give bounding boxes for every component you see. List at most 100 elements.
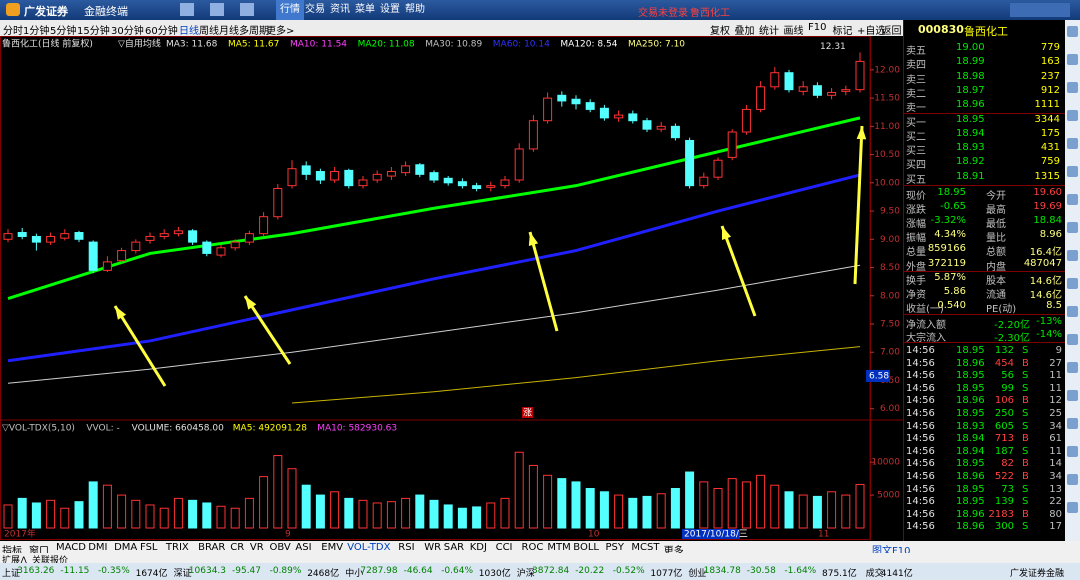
period-tab[interactable]: 60分钟 — [145, 26, 178, 37]
indicator-tab[interactable]: VOL-TDX — [347, 542, 391, 553]
window-controls[interactable] — [1010, 3, 1070, 17]
indicator-tab[interactable]: DMI — [88, 542, 108, 553]
side-icon[interactable] — [1067, 82, 1078, 93]
indicator-tab[interactable]: SAR — [443, 542, 465, 553]
login-status[interactable]: 交易未登录 — [638, 8, 688, 19]
tool-button[interactable]: 叠加 — [734, 26, 755, 37]
stat-value: 14.6亿 — [1029, 289, 1062, 301]
indicator-tab[interactable]: CCI — [495, 542, 513, 553]
extra-tab[interactable]: 扩展⋀ — [2, 556, 28, 566]
status-amount: 2468亿 — [307, 569, 340, 579]
indicator-tab[interactable]: 窗口 — [29, 546, 49, 557]
legend-item: MA3: 11.68 — [166, 40, 218, 50]
menu-item[interactable]: 行情 — [276, 0, 304, 20]
y-tick-label: 11.50 — [874, 94, 900, 104]
period-tab[interactable]: 1分钟 — [23, 26, 50, 37]
window-button[interactable] — [240, 3, 254, 16]
side-icon[interactable] — [1067, 194, 1078, 205]
menu-item[interactable]: 帮助 — [405, 4, 425, 15]
status-name: 深证 — [173, 569, 192, 579]
side-icon[interactable] — [1067, 26, 1078, 37]
indicator-tab[interactable]: BRAR — [198, 542, 226, 553]
indicator-tab[interactable]: RSI — [398, 542, 415, 553]
book-volume: 431 — [1040, 142, 1060, 154]
extra-tab[interactable]: 关联报价 — [32, 556, 69, 566]
trade-time: 14:56 — [906, 433, 935, 445]
tool-button[interactable]: 画线 — [783, 26, 804, 37]
period-tab[interactable]: 更多> — [266, 26, 295, 37]
indicator-tab[interactable]: DMA — [114, 542, 138, 553]
side-icon[interactable] — [1067, 54, 1078, 65]
period-tab[interactable]: 月线 — [219, 26, 239, 37]
f10-button[interactable]: 图文F10 — [872, 546, 911, 557]
period-tab[interactable]: 分时 — [3, 26, 23, 37]
tool-button[interactable]: 统计 — [759, 26, 779, 37]
stat-label: 最高 — [986, 205, 1006, 217]
side-icon[interactable] — [1067, 110, 1078, 121]
side-icon[interactable] — [1067, 362, 1078, 373]
tool-button[interactable]: 返回 — [881, 26, 902, 37]
status-change: -30.58 — [746, 566, 776, 576]
menu-item[interactable]: 菜单 — [355, 4, 375, 15]
side-icon[interactable] — [1067, 390, 1078, 401]
window-button[interactable] — [210, 3, 224, 16]
period-tab[interactable]: 周线 — [199, 26, 219, 37]
candle-body — [230, 241, 240, 249]
indicator-tab[interactable]: CR — [230, 542, 245, 553]
indicator-tab[interactable]: VR — [249, 542, 264, 553]
side-icon[interactable] — [1067, 222, 1078, 233]
side-icon[interactable] — [1067, 418, 1078, 429]
period-tab[interactable]: 多周期 — [239, 26, 269, 37]
indicator-tab[interactable]: TRIX — [165, 542, 189, 553]
period-tab[interactable]: 日线 — [179, 26, 199, 37]
indicator-tab[interactable]: OBV — [269, 542, 291, 553]
side-icon[interactable] — [1067, 166, 1078, 177]
indicator-tab[interactable]: MACD — [56, 542, 86, 553]
side-icon[interactable] — [1067, 474, 1078, 485]
stat-value: 14.6亿 — [1029, 275, 1062, 287]
status-name: 成交 — [865, 569, 884, 579]
indicator-tab[interactable]: EMV — [321, 542, 344, 553]
status-pct: -0.52% — [612, 566, 645, 576]
tool-button[interactable]: 标记 — [832, 26, 853, 37]
candle-body — [131, 241, 141, 252]
indicator-tab[interactable]: BOLL — [573, 542, 599, 553]
period-tab[interactable]: 30分钟 — [111, 26, 144, 37]
side-icon[interactable] — [1067, 278, 1078, 289]
volume-bar — [514, 451, 524, 529]
period-tab[interactable]: 5分钟 — [50, 26, 77, 37]
stat-label: 最低 — [986, 219, 1006, 231]
menu-item[interactable]: 设置 — [380, 4, 400, 15]
period-tab[interactable]: 15分钟 — [77, 26, 110, 37]
status-change: -46.64 — [403, 566, 433, 576]
menu-item[interactable]: 交易 — [305, 4, 325, 15]
indicator-tab[interactable]: MTM — [547, 542, 571, 553]
indicator-tab[interactable]: FSL — [140, 542, 158, 553]
stock-name: 鲁西化工 — [690, 8, 730, 19]
side-icon[interactable] — [1067, 138, 1078, 149]
arrow — [113, 305, 167, 387]
indicator-tab[interactable]: ROC — [521, 542, 544, 553]
tool-button[interactable]: +自选 — [857, 26, 886, 37]
tool-button[interactable]: F10 — [808, 22, 827, 33]
side-icon[interactable] — [1067, 250, 1078, 261]
window-button[interactable] — [180, 3, 194, 16]
indicator-tab[interactable]: MCST — [631, 542, 660, 553]
side-icon[interactable] — [1067, 446, 1078, 457]
book-label: 买三 — [906, 146, 926, 158]
indicator-tab[interactable]: KDJ — [469, 542, 487, 553]
indicator-tab[interactable]: PSY — [605, 542, 625, 553]
indicator-tab[interactable]: ASI — [295, 542, 312, 553]
volume-bar — [372, 502, 382, 529]
rise-marker: 涨 — [523, 408, 532, 419]
side-icon[interactable] — [1067, 306, 1078, 317]
side-icon[interactable] — [1067, 334, 1078, 345]
menu-item[interactable]: 资讯 — [330, 4, 350, 15]
side-icon[interactable] — [1067, 502, 1078, 513]
indicator-tab[interactable]: 更多 — [663, 546, 684, 557]
candle-body — [585, 102, 595, 110]
tool-button[interactable]: 复权 — [710, 26, 730, 37]
indicator-tab[interactable]: 指标 — [2, 546, 22, 557]
indicator-tab[interactable]: WR — [424, 542, 442, 553]
status-amount: 1077亿 — [650, 569, 683, 579]
